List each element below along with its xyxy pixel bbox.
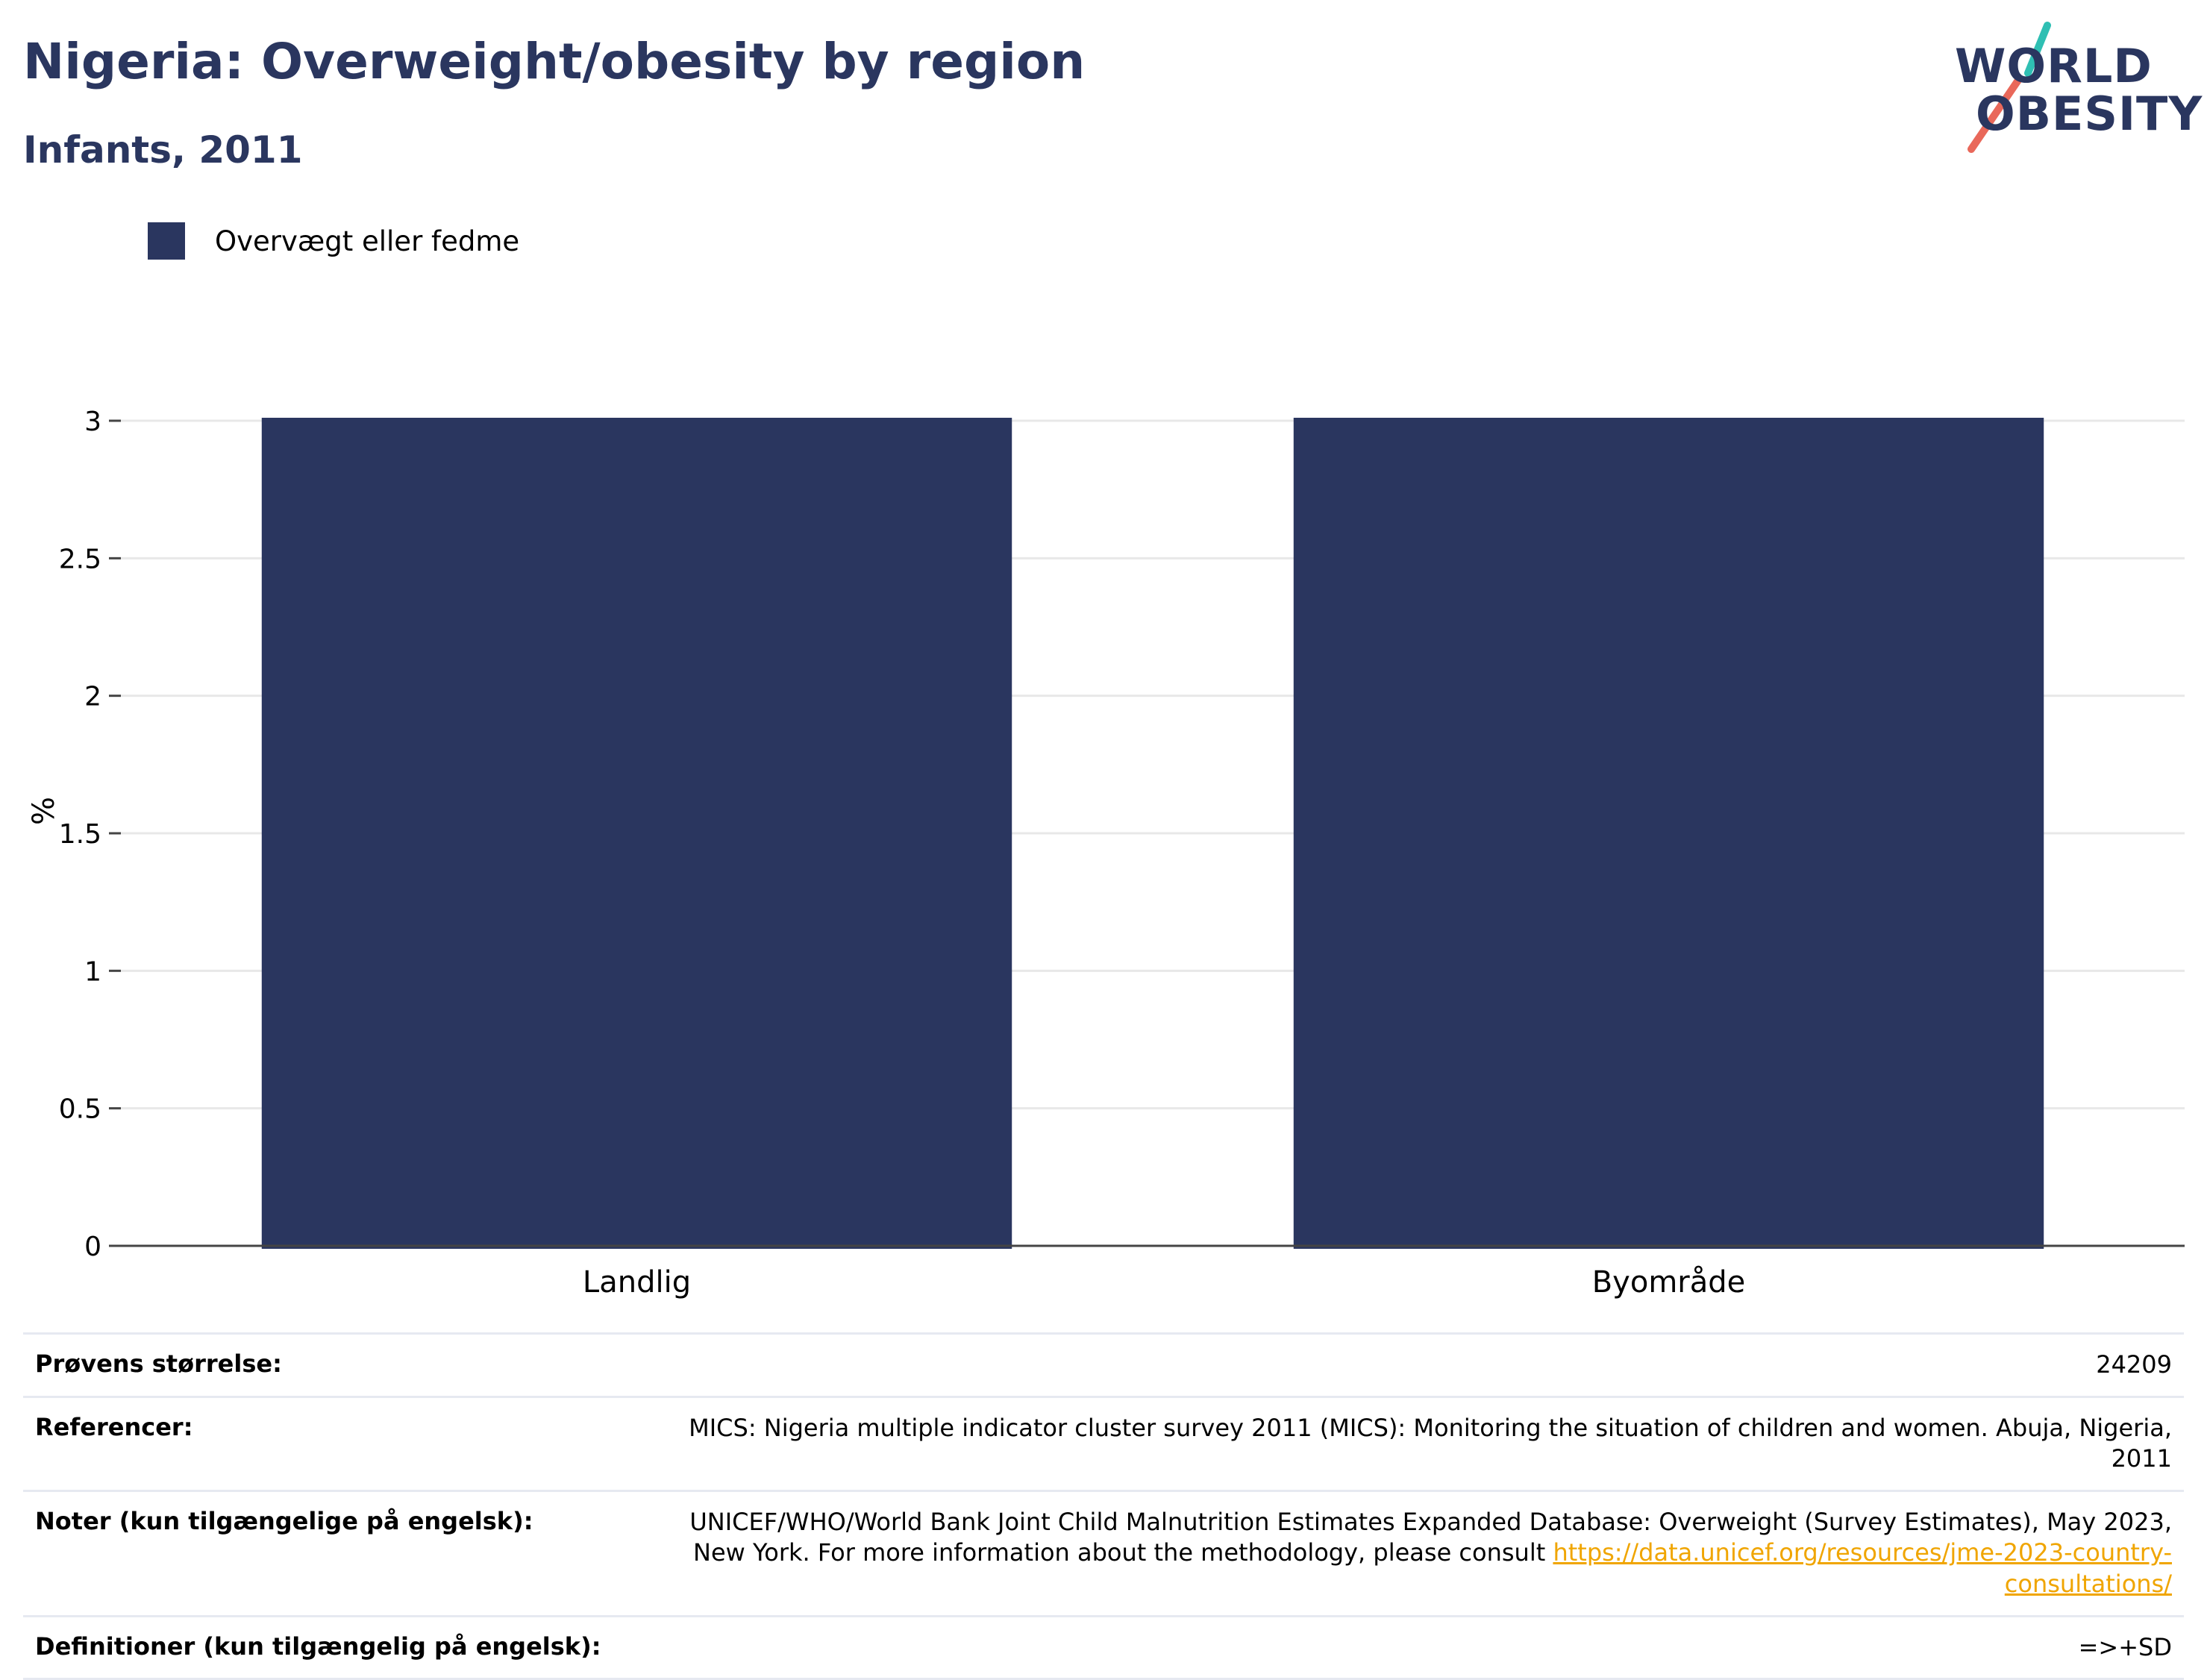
y-tick-label: 2: [84, 682, 101, 712]
logo-word-obesity: OBESITY: [1976, 87, 2203, 141]
info-row-references: Referencer: MICS: Nigeria multiple indic…: [23, 1397, 2184, 1491]
info-table: Prøvens størrelse: 24209 Referencer: MIC…: [23, 1332, 2184, 1680]
axes: 0 0.5 1 1.5 2 2.5 3 Landlig Byområde: [59, 407, 2185, 1300]
page-title: Nigeria: Overweight/obesity by region: [23, 33, 1086, 90]
chart-legend[interactable]: Overvægt eller fedme: [148, 222, 519, 260]
x-tick-label: Byområde: [1592, 1265, 1746, 1300]
logo-word-world: WORLD: [1955, 39, 2153, 93]
legend-label: Overvægt eller fedme: [215, 225, 520, 257]
y-tick-label: 2.5: [59, 544, 101, 574]
sample-size-value: 24209: [2096, 1350, 2172, 1379]
info-row-notes: Noter (kun tilgængelige på engelsk): UNI…: [23, 1491, 2184, 1616]
info-row-sample-size: Prøvens størrelse: 24209: [23, 1333, 2184, 1397]
bar-landlig[interactable]: [261, 418, 1012, 1249]
notes-text: UNICEF/WHO/World Bank Joint Child Malnut…: [689, 1507, 2172, 1567]
info-row-definitions: Definitioner (kun tilgængelig på engelsk…: [23, 1616, 2184, 1679]
x-tick-label: Landlig: [583, 1265, 691, 1300]
definitions-label: Definitioner (kun tilgængelig på engelsk…: [35, 1632, 601, 1661]
y-tick-label: 1: [84, 956, 101, 987]
legend-swatch: [148, 222, 185, 260]
bar-chart: 0 0.5 1 1.5 2 2.5 3 Landlig Byområde %: [27, 407, 2185, 1300]
sample-size-label: Prøvens størrelse:: [35, 1350, 282, 1378]
bar-byområde[interactable]: [1293, 418, 2044, 1249]
y-tick-label: 1.5: [59, 819, 101, 850]
references-label: Referencer:: [35, 1412, 193, 1441]
bars: [261, 418, 2044, 1249]
notes-value: UNICEF/WHO/World Bank Joint Child Malnut…: [629, 1491, 2184, 1616]
references-value: MICS: Nigeria multiple indicator cluster…: [689, 1413, 2172, 1473]
page-subtitle: Infants, 2011: [23, 128, 303, 172]
y-tick-label: 0.5: [59, 1094, 101, 1125]
notes-link[interactable]: https://data.unicef.org/resources/jme-20…: [1553, 1538, 2172, 1598]
y-tick-label: 0: [84, 1232, 101, 1262]
logo-slash-icon: [1967, 22, 2051, 153]
notes-label: Noter (kun tilgængelige på engelsk):: [35, 1506, 533, 1535]
definitions-value: =>+SD: [2078, 1632, 2172, 1661]
world-obesity-logo: WORLD OBESITY: [1947, 21, 2202, 155]
y-axis-title: %: [27, 797, 61, 825]
y-tick-label: 3: [84, 407, 101, 437]
